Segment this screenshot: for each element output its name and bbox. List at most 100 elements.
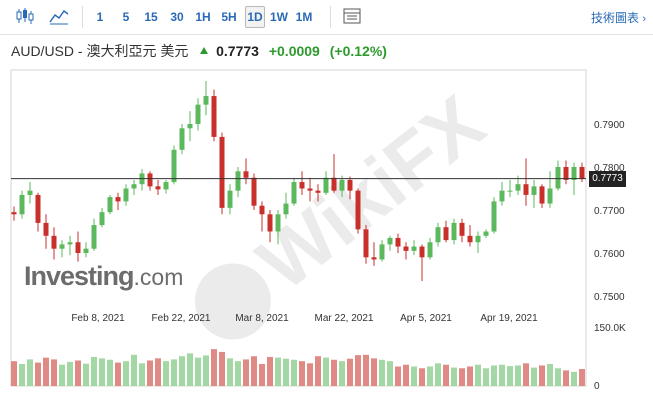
volume-tick-label: 0 (594, 381, 600, 392)
candle-body (291, 182, 297, 204)
timeframe-button-5[interactable]: 5 (122, 10, 130, 24)
up-arrow-icon (200, 47, 209, 54)
volume-bar (179, 356, 185, 386)
candle-body (43, 222, 49, 236)
candle-body (443, 227, 449, 241)
technical-chart-link[interactable]: 技術圖表 › (591, 9, 646, 26)
volume-bar (139, 363, 145, 386)
volume-bar (339, 361, 345, 386)
timeframe-button-5h[interactable]: 5H (221, 10, 237, 24)
volume-bar (499, 364, 505, 386)
x-tick-label: Feb 22, 2021 (152, 313, 211, 324)
candle-body (227, 190, 233, 208)
x-tick-label: Mar 22, 2021 (315, 313, 374, 324)
candle-body (243, 171, 249, 178)
timeframe-button-1d[interactable]: 1D (245, 6, 265, 28)
instrument-name: AUD/USD - 澳大利亞元 美元 (11, 43, 189, 59)
candle-body (555, 167, 561, 189)
volume-bar (515, 365, 521, 386)
plot-frame (10, 69, 587, 387)
volume-bar (251, 356, 257, 386)
candle-body (259, 205, 265, 215)
volume-bar (27, 359, 33, 386)
timeframe-button-30[interactable]: 30 (170, 10, 184, 24)
volume-bar (451, 367, 457, 386)
volume-bar (235, 361, 241, 386)
volume-bar (91, 356, 97, 386)
candle-body (467, 235, 473, 243)
chart-toolbar: 1 5 15 30 1H 5H 1D 1W 1M 技術圖表 › (0, 0, 653, 35)
volume-bar (163, 361, 169, 386)
candle-body (395, 237, 401, 247)
candle-body (51, 235, 57, 249)
volume-bar (387, 361, 393, 386)
volume-bar (411, 366, 417, 386)
candle-body (115, 197, 121, 202)
candle-body (267, 214, 273, 232)
timeframe-button-1m[interactable]: 1M (295, 10, 313, 24)
volume-bar (243, 359, 249, 386)
candle-body (491, 201, 497, 232)
instrument-header: AUD/USD - 澳大利亞元 美元 0.7773 +0.0009 (+0.12… (11, 41, 387, 61)
volume-bar (363, 354, 369, 386)
x-tick-label: Apr 19, 2021 (480, 313, 538, 324)
candle-body (19, 194, 25, 215)
volume-bar (523, 363, 529, 386)
timeframe-button-15[interactable]: 15 (144, 10, 158, 24)
volume-bar (291, 359, 297, 386)
candlestick-chart-icon[interactable] (14, 6, 36, 26)
candle-body (315, 190, 321, 193)
candle-body (387, 237, 393, 245)
volume-bar (531, 367, 537, 386)
volume-bar (379, 359, 385, 386)
candle-body (163, 182, 169, 190)
volume-bar (187, 353, 193, 386)
candle-body (275, 214, 281, 232)
volume-bar (219, 351, 225, 386)
candle-body (507, 190, 513, 192)
candle-body (59, 244, 65, 249)
candle-body (11, 212, 17, 215)
volume-bar (475, 364, 481, 386)
candle-body (459, 222, 465, 236)
chevron-right-icon: › (642, 13, 646, 25)
volume-bar (539, 365, 545, 386)
timeframe-button-1h[interactable]: 1H (195, 10, 211, 24)
candle-body (27, 190, 33, 195)
candle-body (403, 246, 409, 251)
volume-bar (563, 370, 569, 386)
candle-body (419, 246, 425, 258)
volume-bar (67, 361, 73, 386)
candle-body (195, 104, 201, 124)
volume-bar (275, 357, 281, 386)
volume-bar (283, 358, 289, 386)
volume-bar (203, 355, 209, 386)
candle-body (435, 227, 441, 243)
logo-suffix-text: .com (133, 264, 184, 290)
candle-body (35, 194, 41, 223)
volume-bar (131, 354, 137, 386)
timeframe-button-1w[interactable]: 1W (270, 10, 288, 24)
timeframe-button-1[interactable]: 1 (96, 10, 104, 24)
candle-body (427, 242, 433, 258)
technical-chart-label: 技術圖表 (590, 11, 639, 25)
volume-bar (547, 364, 553, 386)
y-tick-label: 0.7900 (594, 120, 625, 131)
candle-body (123, 188, 129, 202)
volume-bar (83, 363, 89, 386)
candle-body (483, 231, 489, 236)
candle-body (515, 184, 521, 191)
volume-bar (483, 368, 489, 386)
candle-body (211, 96, 217, 137)
x-tick-label: Apr 5, 2021 (400, 313, 452, 324)
candle-body (179, 128, 185, 150)
candle-body (547, 188, 553, 204)
candle-body (331, 177, 337, 191)
candle-body (147, 173, 153, 187)
volume-bar (347, 358, 353, 386)
volume-bar (43, 357, 49, 386)
data-table-icon[interactable] (342, 6, 362, 26)
line-chart-icon[interactable] (48, 6, 70, 26)
candle-body (339, 179, 345, 191)
